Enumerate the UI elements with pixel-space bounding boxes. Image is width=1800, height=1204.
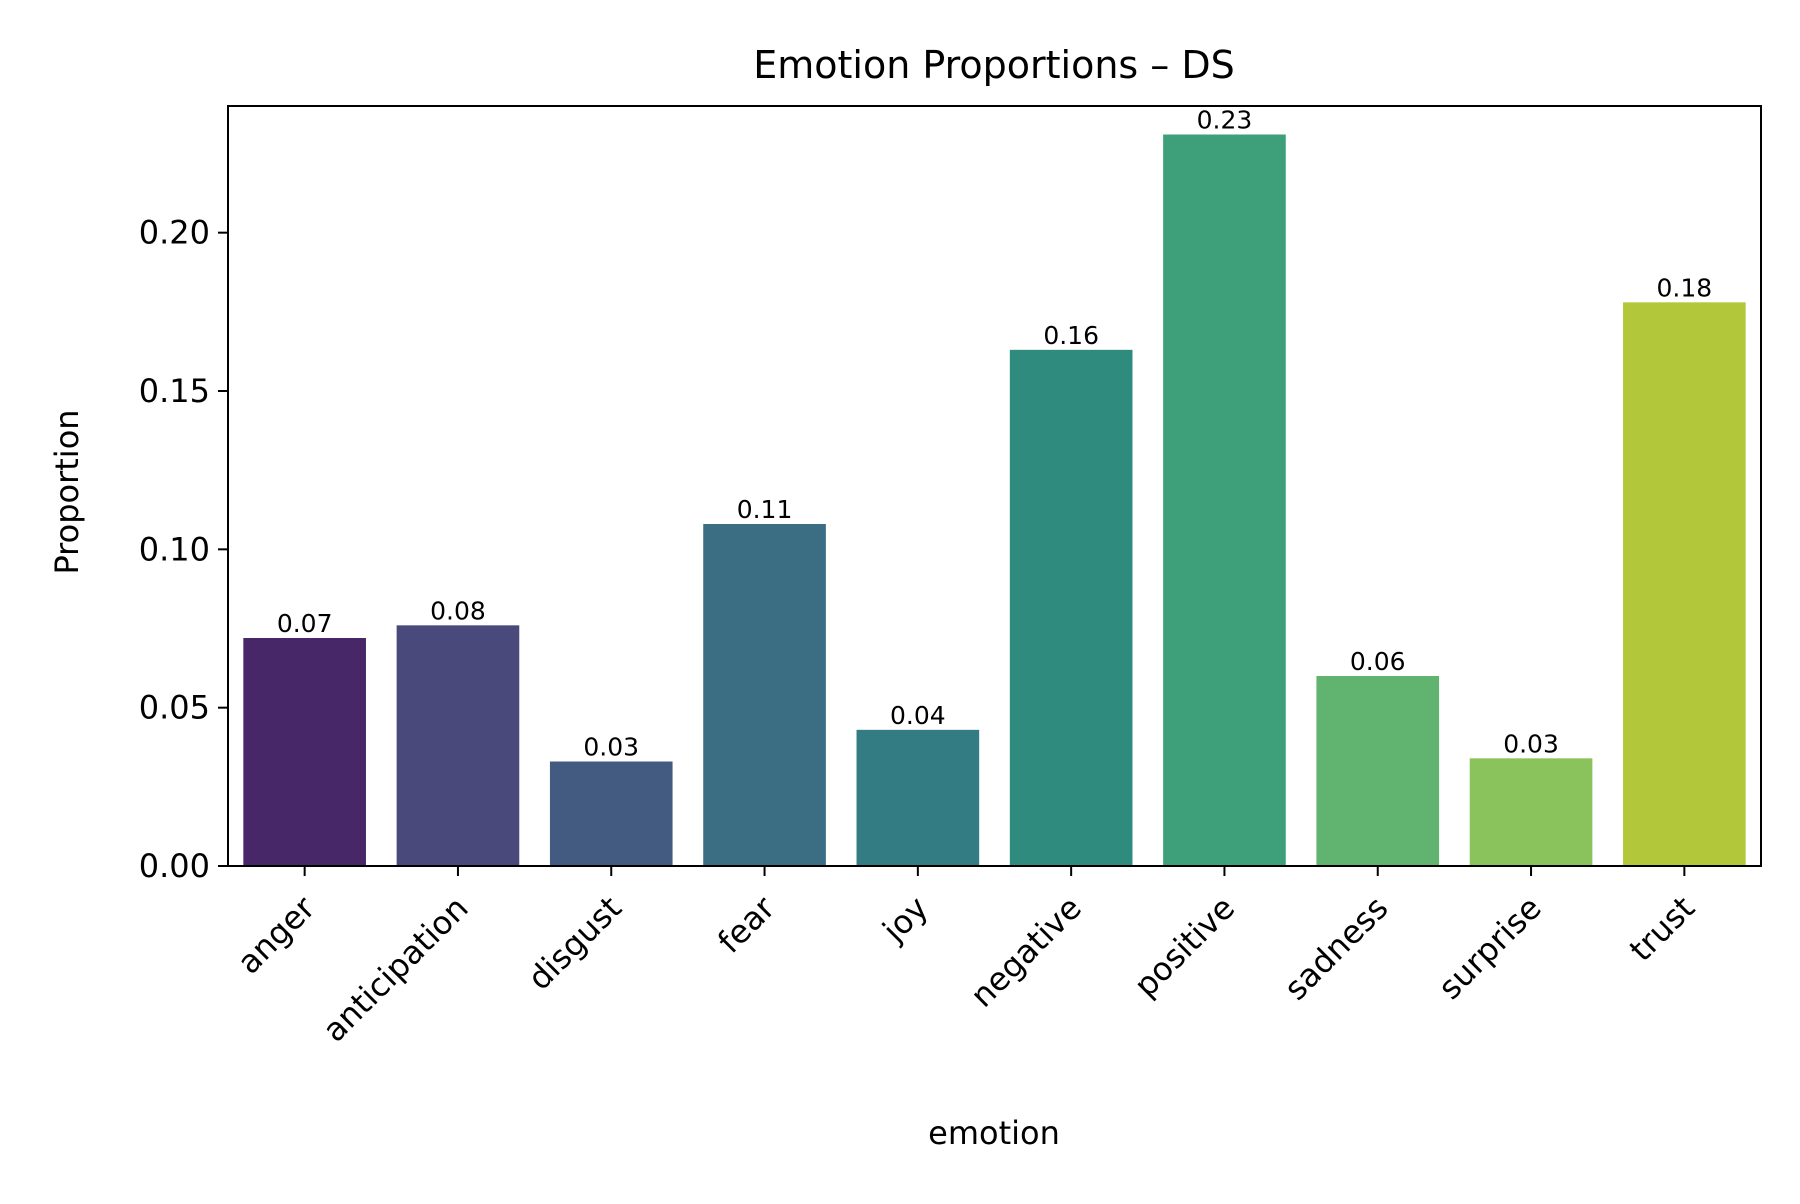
bar-fear <box>703 524 826 866</box>
bar-joy <box>856 729 980 866</box>
data-label-fear: 0.11 <box>737 495 793 524</box>
bar-surprise <box>1469 758 1593 866</box>
bar-sadness <box>1316 676 1440 866</box>
data-label-anger: 0.07 <box>277 609 333 638</box>
data-label-joy: 0.04 <box>890 701 946 730</box>
bar-anticipation <box>396 625 520 866</box>
x-tick-label-anger: anger <box>230 888 323 981</box>
data-label-sadness: 0.06 <box>1350 647 1406 676</box>
x-tick-label-negative: negative <box>963 889 1089 1015</box>
x-tick-label-disgust: disgust <box>520 889 629 998</box>
bar-anger <box>243 638 366 866</box>
y-axis-label: Proportion <box>48 409 86 574</box>
data-label-disgust: 0.03 <box>583 733 639 762</box>
x-tick-label-anticipation: anticipation <box>315 889 476 1050</box>
bar-trust <box>1623 302 1746 866</box>
bars-layer <box>243 134 1746 866</box>
y-tick-label-0: 0.00 <box>139 847 210 885</box>
bar-disgust <box>549 761 673 866</box>
chart-title: Emotion Proportions – DS <box>753 43 1235 87</box>
bar-negative <box>1009 349 1133 866</box>
x-tick-label-surprise: surprise <box>1431 889 1549 1007</box>
y-tick-label-1: 0.05 <box>139 689 210 727</box>
data-labels-layer: 0.07 0.08 0.03 0.11 0.04 0.16 0.23 0.06 0.03 0.18 <box>277 106 1712 762</box>
y-tick-label-4: 0.20 <box>139 214 210 252</box>
y-tick-label-3: 0.15 <box>139 372 210 410</box>
y-tick-label-2: 0.10 <box>139 530 210 568</box>
data-label-anticipation: 0.08 <box>430 596 486 625</box>
x-tick-label-positive: positive <box>1126 889 1242 1005</box>
data-label-trust: 0.18 <box>1657 273 1713 302</box>
bar-positive <box>1163 134 1286 866</box>
x-tick-label-trust: trust <box>1622 889 1702 969</box>
data-label-positive: 0.23 <box>1197 106 1253 135</box>
plot-frame <box>227 105 1762 867</box>
x-tick-label-sadness: sadness <box>1277 889 1396 1008</box>
x-axis-label: emotion <box>928 1114 1060 1152</box>
y-axis: 0.00 0.05 0.10 0.15 0.20 <box>139 214 228 885</box>
x-tick-label-fear: fear <box>710 888 783 961</box>
x-tick-label-joy: joy <box>874 889 935 950</box>
data-label-surprise: 0.03 <box>1503 729 1559 758</box>
data-label-negative: 0.16 <box>1043 321 1099 350</box>
